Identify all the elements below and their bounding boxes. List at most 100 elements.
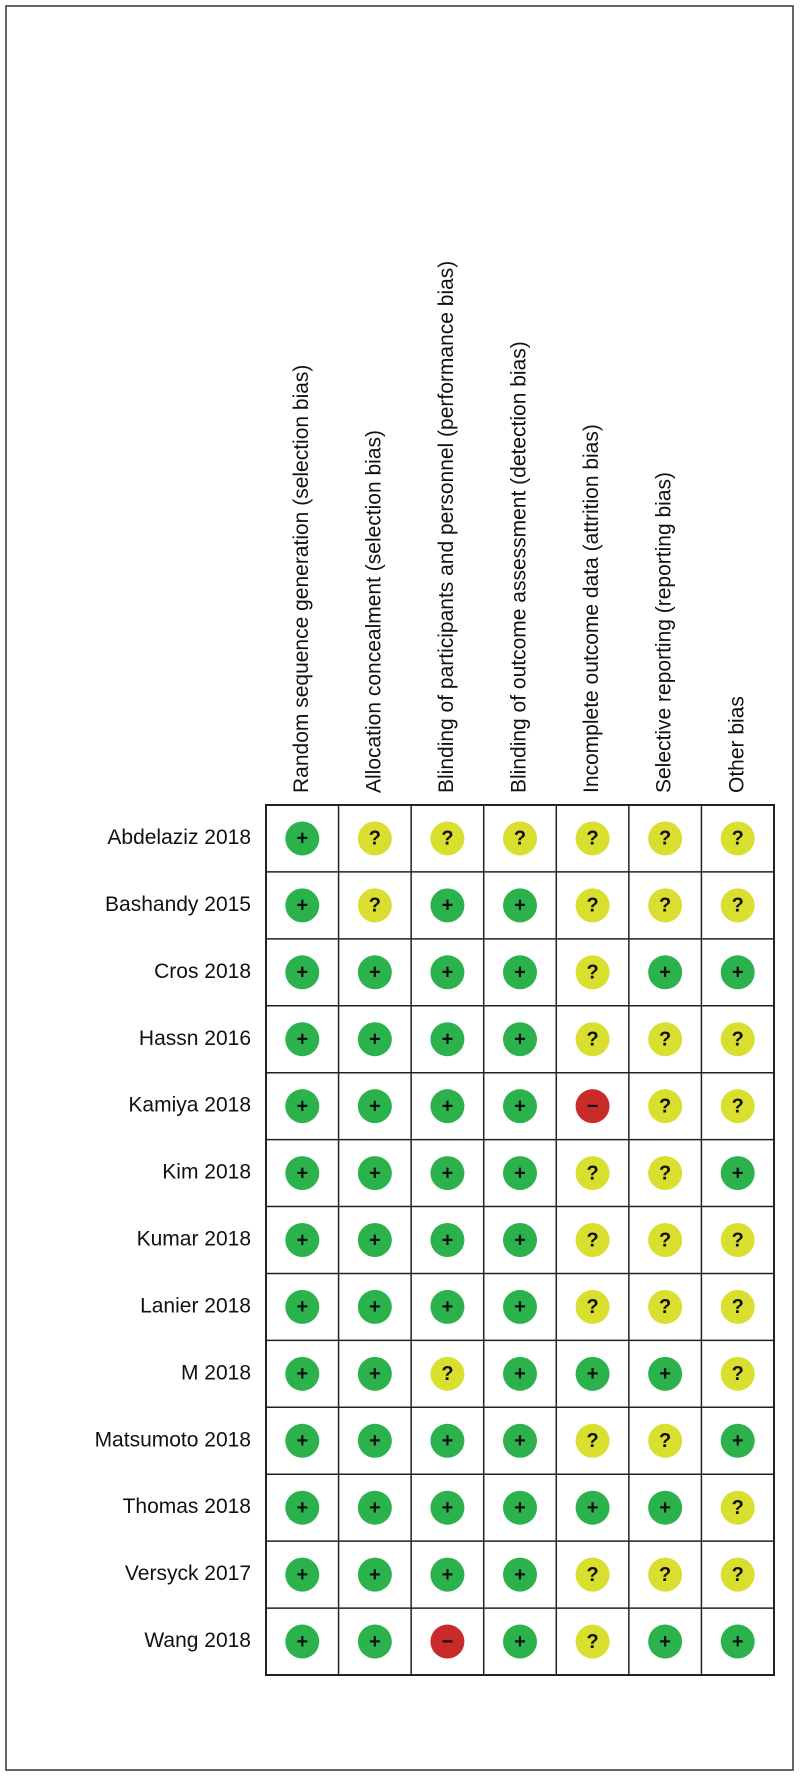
- judgement-dot: [720, 888, 755, 923]
- judgement-symbol: ?: [586, 962, 598, 984]
- judgement-dot: [357, 1557, 392, 1592]
- judgement-dot: [357, 955, 392, 990]
- judgement-dot: [575, 955, 610, 990]
- column-label: Random sequence generation (selection bi…: [290, 365, 313, 793]
- judgement-symbol: +: [587, 1363, 599, 1385]
- study-label: Abdelaziz 2018: [107, 826, 251, 849]
- judgement-dot: [575, 1289, 610, 1324]
- judgement-dot: [285, 1423, 320, 1458]
- judgement-symbol: +: [296, 1029, 308, 1051]
- judgement-symbol: ?: [586, 1162, 598, 1184]
- judgement-dot: [648, 1223, 683, 1257]
- judgement-dot: [648, 1022, 683, 1057]
- judgement-dot: [430, 1089, 465, 1124]
- judgement-symbol: ?: [586, 1296, 598, 1318]
- judgement-dot: [720, 1356, 755, 1391]
- grid-border: [265, 804, 775, 1676]
- judgement-symbol: +: [296, 1162, 308, 1184]
- study-label: Kim 2018: [162, 1161, 251, 1184]
- study-label: Thomas 2018: [123, 1495, 251, 1518]
- study-label: Hassn 2016: [139, 1027, 251, 1050]
- judgement-dot: [720, 1423, 755, 1458]
- judgement-dot: [357, 1022, 392, 1057]
- judgement-dot: [285, 888, 320, 923]
- judgement-dot: [503, 1356, 537, 1391]
- judgement-dot: [430, 1289, 465, 1324]
- judgement-symbol: +: [442, 1162, 454, 1184]
- judgement-dot: [648, 1423, 683, 1458]
- judgement-symbol: ?: [586, 1430, 598, 1452]
- judgement-symbol: +: [659, 1363, 671, 1385]
- column-label: Other bias: [725, 696, 748, 793]
- study-label: Bashandy 2015: [105, 893, 251, 916]
- column-label: Allocation concealment (selection bias): [362, 430, 385, 793]
- column-label: Blinding of participants and personnel (…: [435, 261, 458, 793]
- judgement-dot: [575, 1423, 610, 1458]
- judgement-symbol: ?: [586, 1029, 598, 1051]
- column-label: Incomplete outcome data (attrition bias): [580, 424, 603, 793]
- judgement-symbol: +: [442, 895, 454, 917]
- judgement-dot: [648, 1356, 683, 1391]
- judgement-symbol: −: [587, 1095, 599, 1117]
- judgement-symbol: ?: [732, 1095, 744, 1117]
- judgement-symbol: +: [296, 895, 308, 917]
- judgement-symbol: +: [369, 1229, 381, 1251]
- judgement-dot: [430, 888, 465, 923]
- judgement-dot: [357, 1624, 392, 1659]
- judgement-dot: [357, 1156, 392, 1191]
- frame: [5, 5, 794, 1771]
- judgement-dot: [285, 955, 320, 990]
- judgement-symbol: +: [514, 1095, 526, 1117]
- judgement-symbol: +: [442, 1296, 454, 1318]
- judgement-symbol: +: [514, 1363, 526, 1385]
- judgement-dot: [430, 1490, 465, 1525]
- judgement-dot: [575, 1557, 610, 1592]
- judgement-symbol: +: [369, 1497, 381, 1519]
- judgement-symbol: ?: [659, 1162, 671, 1184]
- judgement-dot: [720, 1022, 755, 1057]
- judgement-dot: [430, 1356, 465, 1391]
- judgement-dot: [285, 1356, 320, 1391]
- judgement-dot: [357, 1223, 392, 1257]
- judgement-symbol: ?: [586, 1229, 598, 1251]
- judgement-dot: [430, 1156, 465, 1191]
- judgement-dot: [575, 1089, 610, 1124]
- judgement-dot: [285, 1022, 320, 1057]
- judgement-dot: [285, 1624, 320, 1659]
- judgement-dot: [648, 1490, 683, 1525]
- judgement-symbol: +: [296, 828, 308, 850]
- judgement-symbol: +: [369, 1430, 381, 1452]
- judgement-symbol: +: [514, 1296, 526, 1318]
- judgement-symbol: +: [296, 1229, 308, 1251]
- judgement-dot: [503, 1624, 537, 1659]
- judgement-symbol: ?: [586, 828, 598, 850]
- judgement-dot: [503, 1156, 537, 1191]
- judgement-symbol: +: [514, 1229, 526, 1251]
- judgement-symbol: ?: [732, 1564, 744, 1586]
- judgement-dot: [357, 821, 392, 856]
- judgement-symbol: ?: [732, 1029, 744, 1051]
- judgement-dot: [720, 955, 755, 990]
- study-label: Matsumoto 2018: [95, 1428, 251, 1451]
- judgement-dot: [285, 821, 320, 856]
- judgement-symbol: ?: [732, 1363, 744, 1385]
- judgement-symbol: +: [732, 1631, 744, 1653]
- judgement-symbol: +: [296, 1564, 308, 1586]
- judgement-symbol: +: [442, 962, 454, 984]
- judgement-symbol: +: [732, 962, 744, 984]
- judgement-dot: [648, 955, 683, 990]
- judgement-symbol: +: [514, 1497, 526, 1519]
- judgement-symbol: +: [369, 1029, 381, 1051]
- judgement-symbol: ?: [732, 1497, 744, 1519]
- judgement-dot: [648, 888, 683, 923]
- judgement-symbol: +: [732, 1162, 744, 1184]
- judgement-symbol: ?: [369, 828, 381, 850]
- study-label: M 2018: [181, 1361, 251, 1384]
- judgement-dot: [575, 1156, 610, 1191]
- judgement-dot: [285, 1223, 320, 1257]
- judgement-symbol: +: [296, 1095, 308, 1117]
- judgement-symbol: +: [296, 962, 308, 984]
- judgement-dot: [720, 1490, 755, 1525]
- judgement-symbol: +: [514, 1430, 526, 1452]
